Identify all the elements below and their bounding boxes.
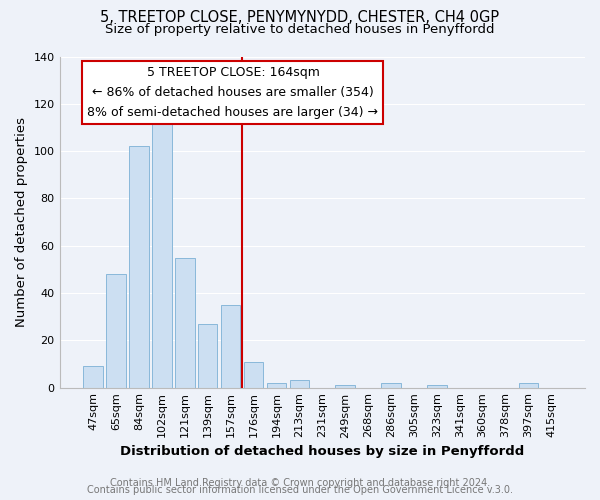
Text: 5 TREETOP CLOSE: 164sqm
← 86% of detached houses are smaller (354)
8% of semi-de: 5 TREETOP CLOSE: 164sqm ← 86% of detache…: [88, 66, 379, 120]
Y-axis label: Number of detached properties: Number of detached properties: [15, 117, 28, 327]
Bar: [244, 362, 263, 388]
Bar: [427, 385, 446, 388]
Bar: [335, 385, 355, 388]
Bar: [175, 258, 194, 388]
Bar: [198, 324, 217, 388]
Bar: [83, 366, 103, 388]
Bar: [519, 383, 538, 388]
Bar: [129, 146, 149, 388]
Bar: [290, 380, 309, 388]
Bar: [152, 118, 172, 388]
Bar: [267, 383, 286, 388]
Bar: [381, 383, 401, 388]
Text: 5, TREETOP CLOSE, PENYMYNYDD, CHESTER, CH4 0GP: 5, TREETOP CLOSE, PENYMYNYDD, CHESTER, C…: [100, 10, 500, 25]
Text: Contains public sector information licensed under the Open Government Licence v.: Contains public sector information licen…: [87, 485, 513, 495]
Text: Contains HM Land Registry data © Crown copyright and database right 2024.: Contains HM Land Registry data © Crown c…: [110, 478, 490, 488]
Bar: [106, 274, 126, 388]
X-axis label: Distribution of detached houses by size in Penyffordd: Distribution of detached houses by size …: [120, 444, 524, 458]
Text: Size of property relative to detached houses in Penyffordd: Size of property relative to detached ho…: [105, 22, 495, 36]
Bar: [221, 305, 241, 388]
